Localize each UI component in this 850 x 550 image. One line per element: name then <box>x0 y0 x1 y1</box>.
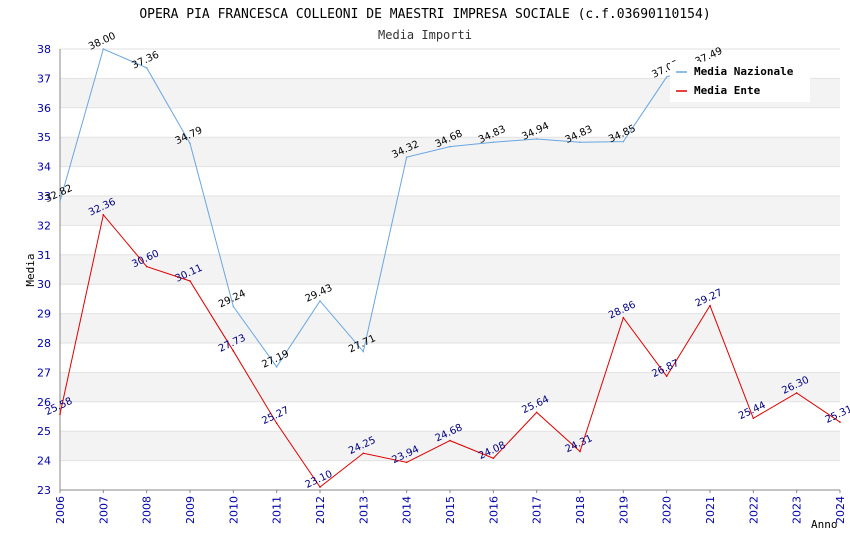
data-point <box>362 452 365 455</box>
data-point <box>622 316 625 319</box>
x-tick-label: 2009 <box>184 496 197 524</box>
x-tick-label: 2020 <box>661 496 674 524</box>
x-tick-label: 2016 <box>487 496 500 524</box>
data-point <box>449 439 451 442</box>
data-point <box>405 156 408 158</box>
y-tick-label: 23 <box>37 484 51 497</box>
x-tick-label: 2022 <box>747 496 760 524</box>
data-point <box>579 141 581 143</box>
data-point <box>232 305 235 308</box>
y-tick-label: 32 <box>37 219 51 232</box>
grid-band <box>60 107 840 138</box>
y-axis-title: Media <box>24 253 37 286</box>
y-tick-label: 30 <box>37 278 51 291</box>
y-tick-label: 27 <box>37 366 51 379</box>
grid-band <box>60 254 840 285</box>
y-tick-label: 25 <box>37 425 51 438</box>
series-line-media-nazionale <box>59 48 711 368</box>
x-tick-label: 2018 <box>574 496 587 524</box>
x-tick-label: 2013 <box>357 496 370 524</box>
data-point <box>535 138 538 140</box>
data-point <box>145 265 148 268</box>
data-point <box>59 200 61 203</box>
x-axis-title: Anno <box>811 518 838 531</box>
x-tick-labels: 2006 2007 2008 2009 2010 2011 2012 2013 2014 2015… <box>54 490 847 524</box>
data-point <box>492 457 495 460</box>
y-tick-label: 28 <box>37 337 51 350</box>
x-tick-label: 2006 <box>54 496 67 524</box>
data-point <box>189 142 191 145</box>
data-point <box>709 304 711 307</box>
data-point <box>492 141 495 143</box>
grid-band <box>60 343 840 373</box>
x-tick-label: 2015 <box>444 496 457 524</box>
y-tick-label: 36 <box>37 102 51 115</box>
y-tick-label: 35 <box>37 131 51 144</box>
x-tick-label: 2007 <box>97 496 110 524</box>
x-tick-label: 2023 <box>791 496 804 524</box>
data-point <box>579 450 581 453</box>
data-point <box>362 350 365 353</box>
data-point <box>752 417 755 420</box>
data-point <box>795 392 798 394</box>
grid-band <box>60 460 840 490</box>
grid-bands <box>60 48 840 491</box>
y-tick-label: 38 <box>37 43 51 56</box>
chart-title: OPERA PIA FRANCESCA COLLEONI DE MAESTRI … <box>139 7 710 22</box>
data-point <box>405 461 408 464</box>
data-point <box>102 48 105 50</box>
data-point <box>275 422 278 425</box>
grid-band <box>60 166 840 196</box>
y-tick-labels: 23 24 25 26 27 28 29 30 31 32 33 34 35 36 37 38 <box>37 43 51 497</box>
y-tick-label: 37 <box>37 72 51 85</box>
grid-band <box>60 137 840 167</box>
legend-label-media-nazionale: Media Nazionale <box>694 65 794 78</box>
data-point <box>665 375 668 378</box>
y-tick-label: 31 <box>37 249 51 262</box>
data-point <box>102 214 105 216</box>
x-tick-label: 2021 <box>704 496 717 524</box>
data-point <box>232 350 235 352</box>
x-tick-label: 2011 <box>271 496 284 524</box>
data-point <box>535 411 538 414</box>
x-tick-label: 2017 <box>531 496 544 524</box>
chart-subtitle: Media Importi <box>378 28 472 42</box>
legend: Media Nazionale Media Ente <box>670 62 810 102</box>
x-tick-label: 2008 <box>141 496 154 524</box>
grid-band <box>60 313 840 343</box>
data-point <box>59 413 61 415</box>
x-tick-label: 2024 <box>834 496 847 524</box>
y-tick-label: 33 <box>37 190 51 203</box>
data-point <box>839 421 841 423</box>
series-lines <box>59 48 841 488</box>
y-tick-label: 29 <box>37 308 51 321</box>
y-tick-label: 24 <box>37 455 51 468</box>
grid-band <box>60 196 840 226</box>
grid-band <box>60 372 840 402</box>
x-tick-label: 2019 <box>617 496 630 524</box>
data-point <box>622 140 625 143</box>
grid-band <box>60 401 840 432</box>
grid-band <box>60 225 840 255</box>
data-point <box>275 366 278 368</box>
data-point <box>449 145 451 148</box>
y-tick-label: 34 <box>37 161 51 174</box>
legend-box <box>670 62 810 102</box>
legend-label-media-ente: Media Ente <box>694 84 761 97</box>
x-tick-label: 2010 <box>227 496 240 524</box>
grid-band <box>60 431 840 461</box>
data-point <box>319 486 321 488</box>
data-point <box>319 300 321 302</box>
grid-band <box>60 284 840 314</box>
x-tick-label: 2012 <box>314 496 327 524</box>
y-tick-label: 26 <box>37 396 51 409</box>
data-point <box>189 280 191 282</box>
data-point <box>145 67 148 69</box>
data-point <box>665 76 668 78</box>
x-tick-label: 2014 <box>401 496 414 524</box>
